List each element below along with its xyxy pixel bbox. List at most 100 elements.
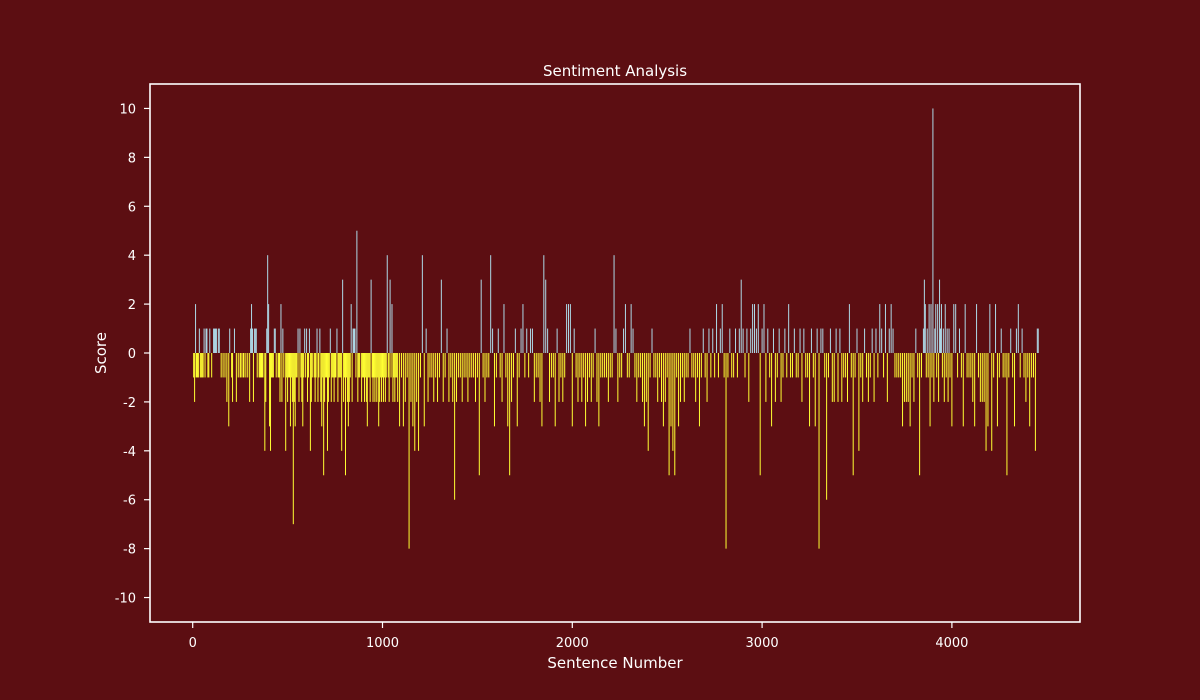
bar-404 bbox=[797, 353, 799, 378]
bar-13 bbox=[204, 353, 206, 378]
bar-233 bbox=[473, 353, 475, 378]
bar-185 bbox=[389, 279, 391, 353]
bar-483 bbox=[935, 304, 937, 353]
bar-330 bbox=[657, 353, 659, 402]
bar-324 bbox=[645, 353, 647, 402]
bar-86 bbox=[293, 353, 295, 402]
bar-38 bbox=[240, 353, 242, 378]
bar-454 bbox=[892, 328, 894, 353]
bar-144 bbox=[349, 353, 351, 378]
bar-253 bbox=[511, 353, 513, 402]
y-tick-label: 6 bbox=[128, 200, 136, 215]
bar-340 bbox=[676, 353, 678, 378]
bar-446 bbox=[877, 353, 879, 378]
bar-44 bbox=[250, 328, 252, 353]
bar-442 bbox=[869, 353, 871, 378]
bar-521 bbox=[993, 353, 995, 378]
bar-349 bbox=[693, 353, 695, 378]
bar-98 bbox=[305, 353, 307, 378]
bar-275 bbox=[552, 353, 554, 378]
bar-29 bbox=[226, 353, 228, 402]
bar-374 bbox=[740, 279, 742, 353]
y-axis-label: Score bbox=[92, 332, 110, 374]
bar-108 bbox=[315, 353, 317, 378]
bar-411 bbox=[810, 328, 812, 353]
bar-328 bbox=[653, 353, 655, 378]
bar-99 bbox=[306, 328, 308, 353]
bar-159 bbox=[364, 353, 366, 378]
bar-392 bbox=[774, 353, 776, 402]
bar-116 bbox=[323, 353, 325, 476]
bar-91 bbox=[298, 353, 300, 402]
bar-387 bbox=[765, 353, 767, 402]
bar-473 bbox=[925, 353, 927, 378]
bar-232 bbox=[471, 353, 473, 378]
bar-438 bbox=[862, 353, 864, 402]
bar-395 bbox=[780, 353, 782, 402]
bar-103 bbox=[309, 353, 311, 451]
bar-200 bbox=[410, 353, 412, 402]
bar-259 bbox=[522, 304, 524, 353]
bar-244 bbox=[493, 353, 495, 427]
bar-45 bbox=[251, 304, 253, 353]
bar-412 bbox=[812, 353, 814, 378]
bar-63 bbox=[270, 353, 272, 451]
bar-389 bbox=[769, 353, 771, 378]
bar-538 bbox=[1025, 353, 1027, 402]
bar-465 bbox=[913, 353, 915, 402]
bar-434 bbox=[854, 353, 856, 378]
chart-title: Sentiment Analysis bbox=[543, 62, 687, 80]
bar-94 bbox=[301, 353, 303, 402]
bar-271 bbox=[545, 279, 547, 353]
bar-514 bbox=[979, 353, 981, 402]
bar-183 bbox=[387, 353, 389, 378]
bar-376 bbox=[744, 353, 746, 378]
bar-458 bbox=[900, 353, 902, 378]
bar-355 bbox=[704, 353, 706, 378]
bar-173 bbox=[378, 353, 380, 427]
bar-264 bbox=[531, 328, 533, 353]
bar-492 bbox=[943, 353, 945, 402]
bar-346 bbox=[687, 353, 689, 378]
bar-381 bbox=[754, 304, 755, 353]
bar-85 bbox=[292, 353, 294, 525]
bar-386 bbox=[763, 304, 765, 353]
bar-445 bbox=[875, 328, 877, 353]
bar-435 bbox=[856, 328, 858, 353]
bar-132 bbox=[338, 353, 340, 378]
bar-134 bbox=[340, 353, 342, 378]
bar-41 bbox=[245, 353, 247, 378]
bar-462 bbox=[907, 353, 909, 402]
bar-70 bbox=[277, 353, 279, 378]
bar-205 bbox=[419, 353, 421, 378]
bar-490 bbox=[941, 353, 943, 378]
bar-353 bbox=[700, 353, 702, 378]
bar-487 bbox=[939, 279, 941, 353]
bar-407 bbox=[803, 328, 805, 353]
bar-160 bbox=[365, 353, 367, 402]
bar-242 bbox=[490, 255, 492, 353]
bar-265 bbox=[533, 353, 535, 402]
bar-443 bbox=[871, 328, 873, 353]
bar-107 bbox=[314, 353, 316, 402]
bar-106 bbox=[313, 353, 315, 378]
bar-318 bbox=[634, 353, 636, 378]
bar-399 bbox=[788, 304, 790, 353]
bar-301 bbox=[602, 353, 604, 378]
bar-508 bbox=[968, 353, 970, 378]
bar-31 bbox=[229, 328, 231, 353]
bar-375 bbox=[742, 328, 744, 353]
bar-371 bbox=[735, 328, 737, 353]
bar-5 bbox=[196, 353, 198, 378]
bar-507 bbox=[966, 353, 968, 378]
bars-group bbox=[193, 108, 1039, 549]
y-axis-ticks: -10 -8 -6 -4 -2 0 2 4 6 8 10 bbox=[115, 102, 150, 607]
bar-42 bbox=[247, 353, 249, 378]
bar-33 bbox=[232, 353, 234, 402]
bar-529 bbox=[1008, 353, 1010, 378]
bar-157 bbox=[363, 353, 365, 378]
bar-76 bbox=[283, 353, 285, 378]
bar-309 bbox=[617, 353, 619, 402]
bar-151 bbox=[356, 230, 358, 353]
